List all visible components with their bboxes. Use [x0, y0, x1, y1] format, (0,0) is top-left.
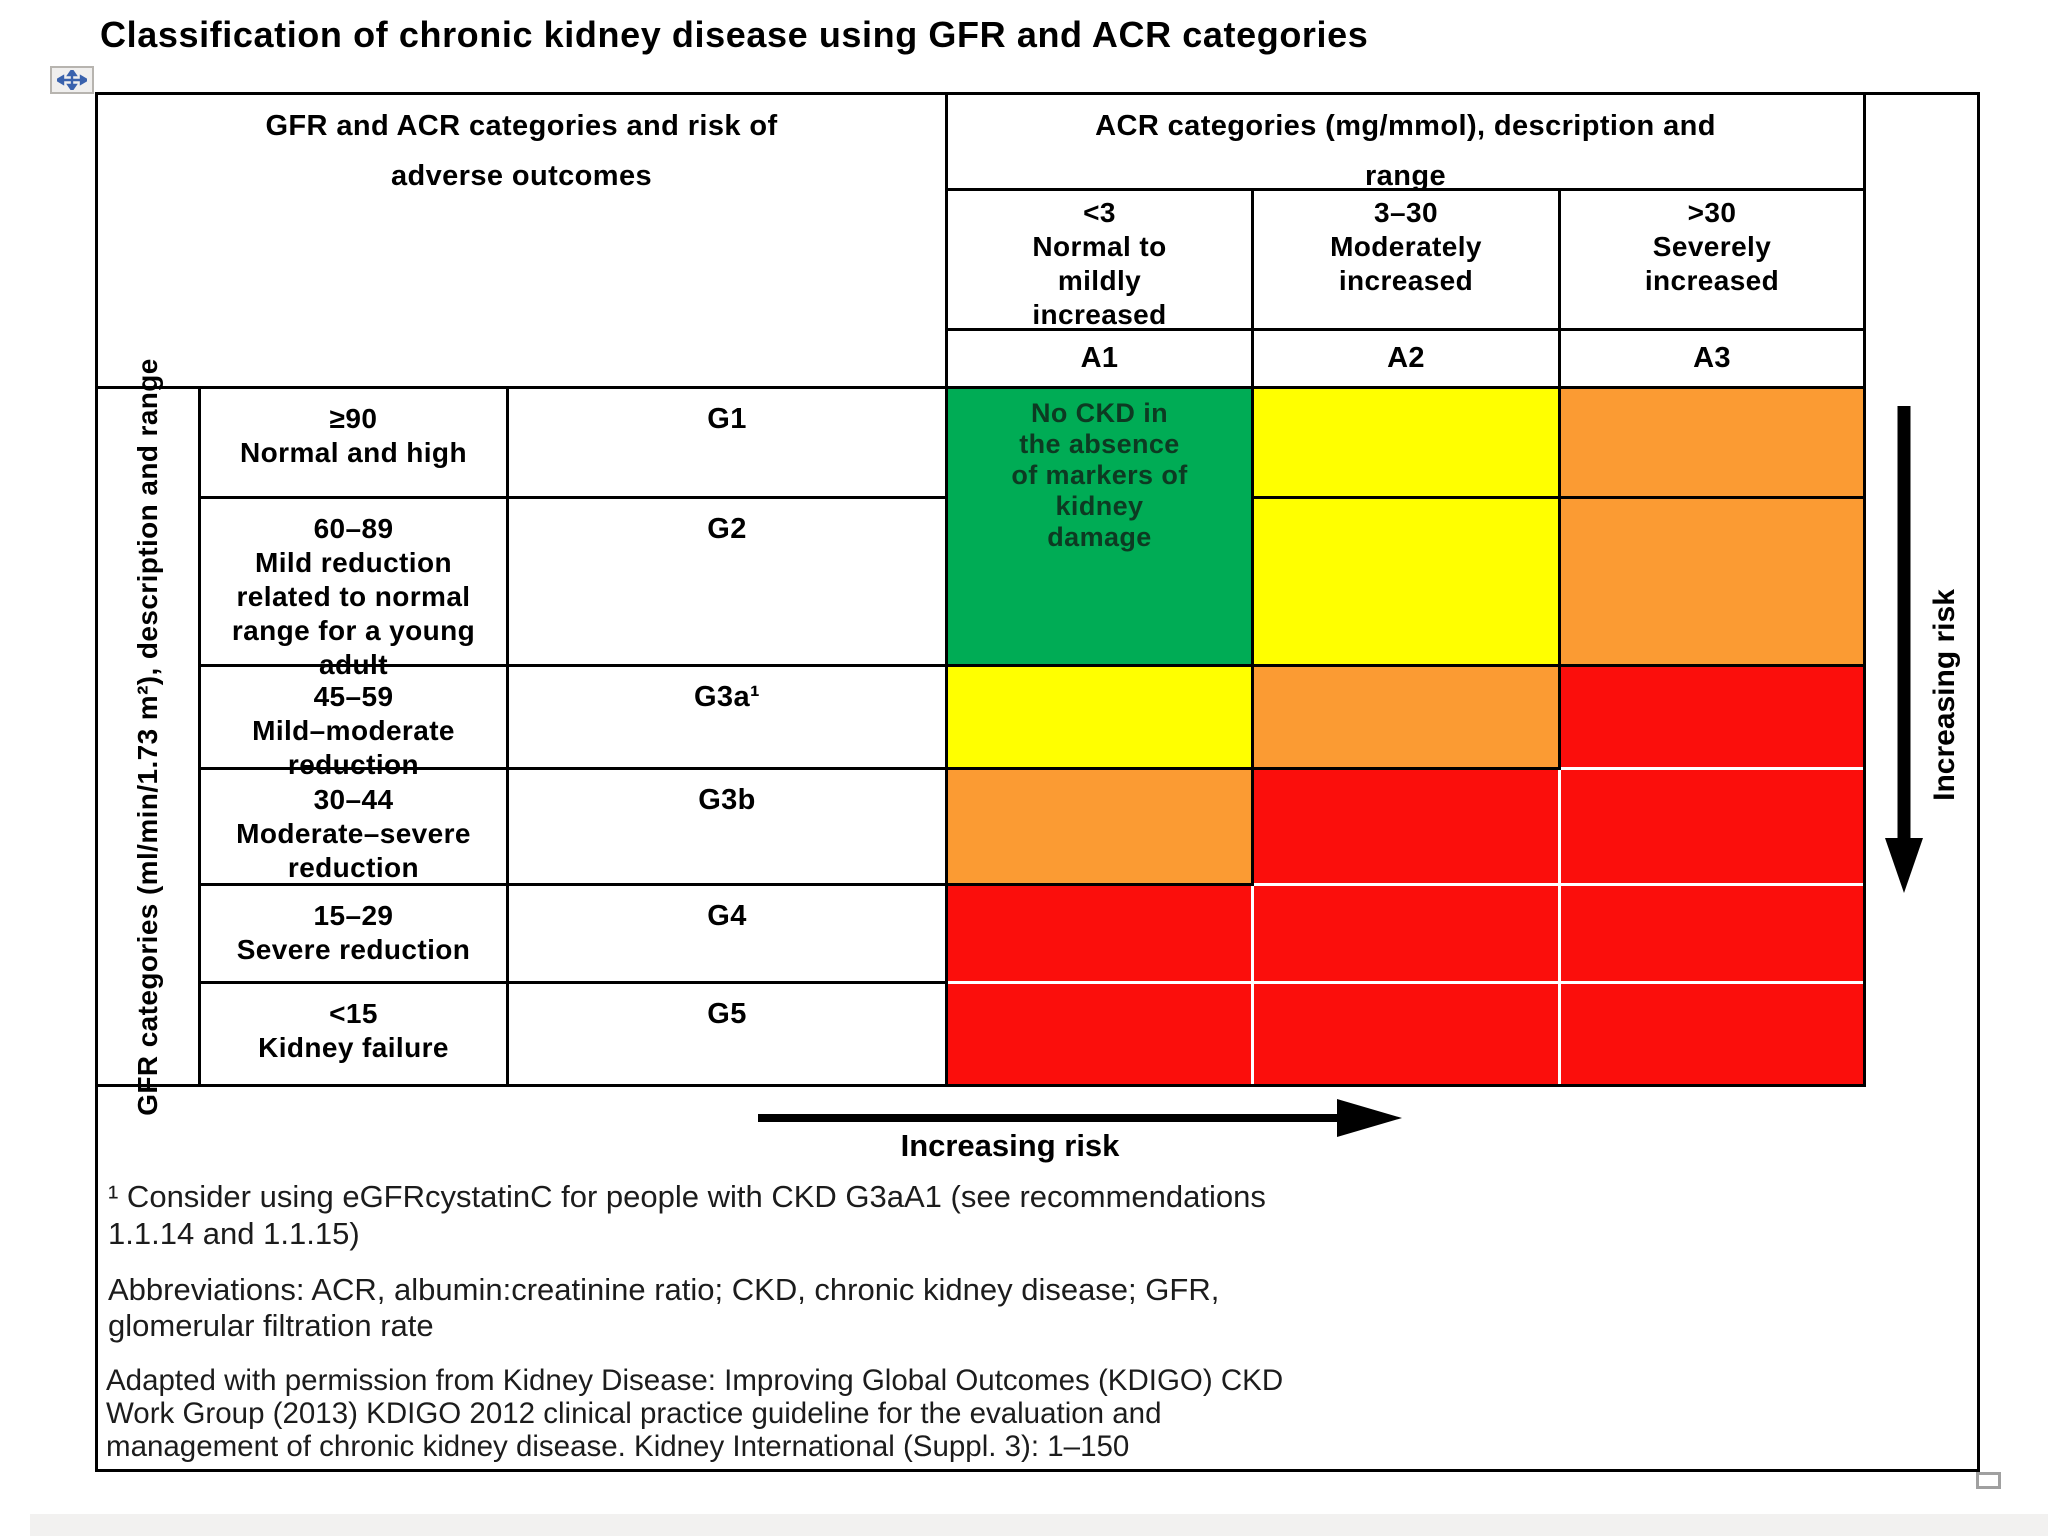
acr-code-a2: A2: [1254, 331, 1561, 389]
acr-header-cell: ACR categories (mg/mmol), description an…: [948, 95, 1863, 192]
acr-code-a3: A3: [1561, 331, 1863, 389]
risk-cell-g1g2-a1-no-ckd: No CKD in the absence of markers of kidn…: [948, 389, 1254, 667]
risk-cell-g5-a3: [1561, 984, 1863, 1084]
acr-desc-a2: 3–30 Moderately increased: [1254, 191, 1561, 331]
page-title: Classification of chronic kidney disease…: [100, 14, 1369, 55]
risk-cell-g3a-a1: [948, 667, 1254, 770]
risk-cell-g3b-a1: [948, 770, 1254, 886]
ckd-classification-table: GFR and ACR categories and risk of adver…: [95, 92, 1866, 1115]
move-arrows-icon: [57, 70, 87, 90]
increasing-risk-right-arrow: [758, 1099, 1402, 1137]
source-attribution-text: Adapted with permission from Kidney Dise…: [106, 1364, 1284, 1463]
risk-cell-g3b-a3: [1561, 770, 1863, 886]
increasing-risk-horizontal-label: Increasing risk: [900, 1128, 1120, 1163]
risk-cell-g3b-a2: [1254, 770, 1561, 886]
gfr-code-g3b: G3b: [509, 770, 948, 886]
gfr-axis-label: GFR categories (ml/min/1.73 m²), descrip…: [132, 357, 164, 1116]
gfr-desc-g2: 60–89 Mild reduction related to normal r…: [201, 499, 509, 680]
table-move-handle[interactable]: [50, 66, 94, 94]
gfr-desc-g3a: 45–59 Mild–moderate reduction: [201, 667, 509, 780]
gfr-code-g5: G5: [509, 984, 948, 1084]
corner-header-cell: GFR and ACR categories and risk of adver…: [98, 95, 948, 389]
window-bottom-strip: [30, 1514, 2048, 1536]
gfr-code-g2: G2: [509, 499, 948, 667]
risk-cell-g3a-a2: [1254, 667, 1561, 770]
acr-code-a1: A1: [948, 331, 1254, 389]
increasing-risk-vertical-label: Increasing risk: [1928, 589, 1961, 801]
acr-desc-a3: >30 Severely increased: [1561, 191, 1863, 331]
gfr-desc-g4: 15–29 Severe reduction: [201, 886, 509, 984]
risk-cell-g2-a3: [1561, 499, 1863, 667]
gfr-axis-label-cell: GFR categories (ml/min/1.73 m²), descrip…: [98, 358, 201, 1115]
risk-cell-g5-a1: [948, 984, 1254, 1084]
risk-cell-g5-a2: [1254, 984, 1561, 1084]
risk-cell-g3a-a3: [1561, 667, 1863, 770]
gfr-code-g4: G4: [509, 886, 948, 984]
risk-cell-g1-a2: [1254, 389, 1561, 499]
risk-cell-g4-a3: [1561, 886, 1863, 984]
acr-desc-a1: <3 Normal to mildly increased: [948, 191, 1254, 331]
risk-cell-g4-a1: [948, 886, 1254, 984]
gfr-code-g3a: G3a¹: [509, 667, 948, 770]
risk-cell-g1-a3: [1561, 389, 1863, 499]
footnote-egfr-cystatin: ¹ Consider using eGFRcystatinC for peopl…: [108, 1179, 1266, 1251]
gfr-desc-g5: <15 Kidney failure: [201, 984, 509, 1084]
increasing-risk-down-arrow: [1885, 406, 1923, 893]
gfr-desc-g3b: 30–44 Moderate–severe reduction: [201, 770, 509, 886]
gfr-desc-g1: ≥90 Normal and high: [201, 389, 509, 499]
table-resize-handle[interactable]: [1976, 1472, 2001, 1489]
gfr-code-g1: G1: [509, 389, 948, 499]
risk-cell-g4-a2: [1254, 886, 1561, 984]
risk-cell-g2-a2: [1254, 499, 1561, 667]
abbreviations-text: Abbreviations: ACR, albumin:creatinine r…: [108, 1272, 1220, 1343]
